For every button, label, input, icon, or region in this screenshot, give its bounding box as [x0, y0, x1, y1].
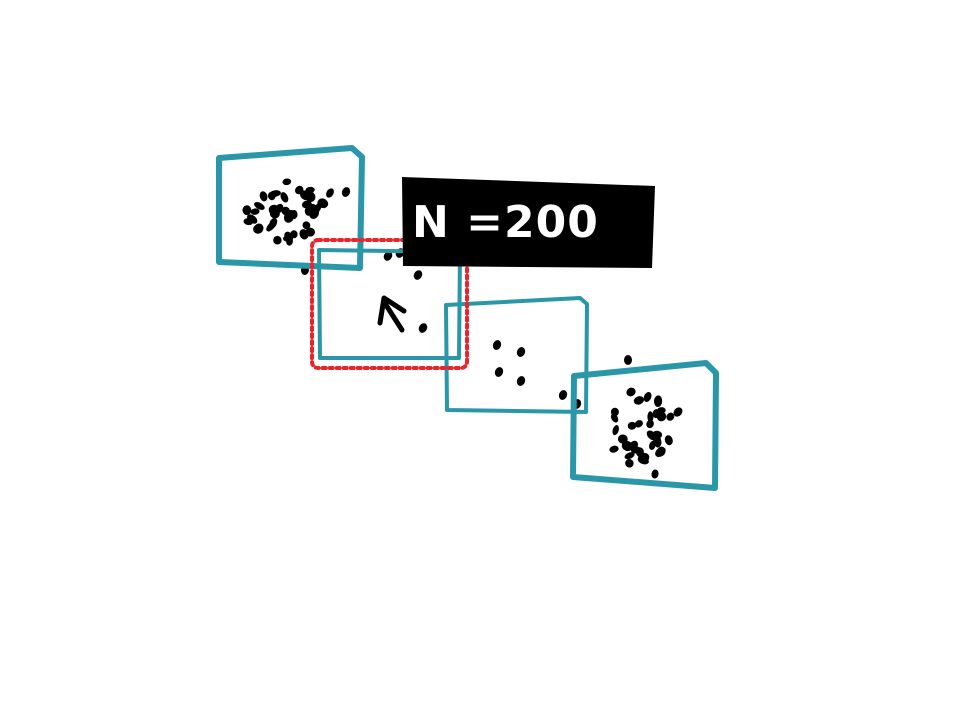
data-point — [646, 419, 654, 429]
data-point — [290, 210, 298, 220]
data-point — [290, 230, 298, 239]
data-point — [267, 191, 276, 201]
data-point — [281, 206, 290, 216]
data-point — [516, 347, 526, 357]
data-point — [242, 205, 252, 216]
data-point — [626, 387, 636, 397]
data-point — [305, 191, 316, 203]
data-point — [326, 188, 334, 198]
data-point — [494, 367, 504, 377]
data-point — [647, 411, 654, 423]
data-point — [664, 435, 673, 446]
label-background — [402, 177, 655, 268]
data-point — [280, 192, 289, 203]
data-point — [286, 237, 293, 246]
data-point — [305, 186, 315, 194]
arrow-cursor-icon — [377, 295, 407, 333]
data-point — [612, 425, 619, 436]
data-point — [254, 202, 265, 210]
data-point — [250, 208, 260, 215]
data-point — [418, 323, 428, 333]
data-point — [341, 187, 351, 197]
data-point — [634, 420, 643, 428]
window-box-3 — [444, 296, 589, 414]
data-point — [643, 392, 652, 402]
data-point — [624, 452, 635, 460]
data-point — [624, 355, 632, 365]
data-point — [652, 430, 663, 439]
label-text: N =200 — [412, 197, 599, 248]
data-point — [627, 421, 637, 430]
data-point — [413, 270, 423, 280]
data-point — [637, 452, 650, 463]
sample-size-label: N =200 — [402, 177, 655, 268]
data-point — [253, 224, 264, 234]
data-point — [302, 221, 311, 230]
data-point — [617, 434, 628, 444]
window-box-4 — [570, 360, 719, 491]
data-point — [259, 191, 268, 202]
data-point — [651, 469, 659, 479]
data-point — [299, 229, 309, 240]
data-point — [653, 395, 663, 407]
data-point — [666, 412, 675, 421]
data-points — [242, 178, 683, 479]
data-point — [610, 407, 619, 417]
data-point — [273, 205, 282, 214]
data-point — [609, 445, 619, 453]
data-point — [633, 396, 644, 405]
data-point — [273, 235, 282, 245]
data-point — [655, 447, 666, 458]
data-point — [629, 440, 639, 451]
data-point — [383, 251, 393, 261]
data-point — [247, 214, 258, 224]
selection-outline — [310, 238, 469, 370]
data-point — [673, 407, 683, 417]
window-box-1 — [216, 145, 365, 271]
data-point — [625, 459, 634, 468]
data-point — [610, 413, 619, 423]
data-point — [652, 409, 660, 419]
data-point — [313, 203, 322, 214]
data-point — [649, 440, 656, 450]
data-point — [516, 376, 526, 386]
data-point — [558, 390, 568, 400]
data-point — [269, 217, 278, 229]
data-point — [492, 340, 502, 350]
data-point — [282, 178, 292, 186]
